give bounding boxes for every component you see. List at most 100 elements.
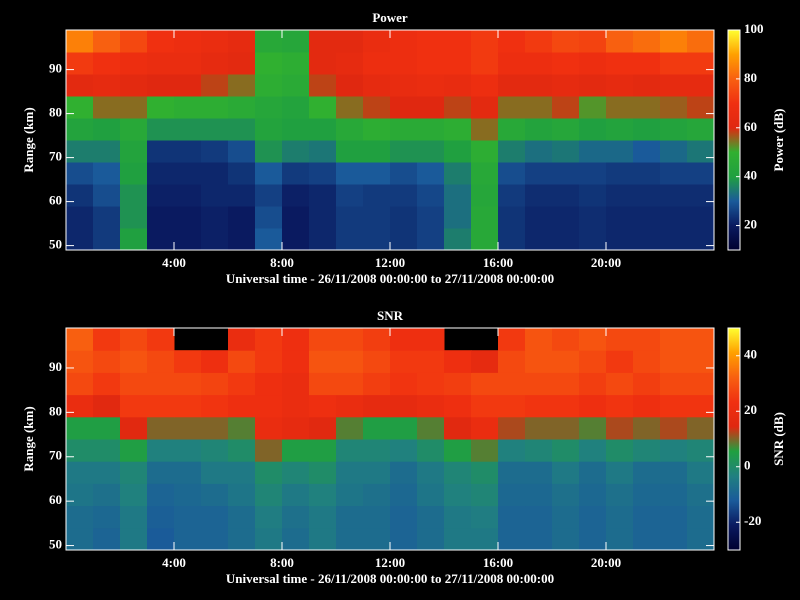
- colorbar: [727, 327, 741, 551]
- heatmap-cell: [147, 505, 175, 529]
- heatmap-cell: [363, 30, 391, 53]
- y-tick-label: 80: [49, 403, 62, 418]
- colorbar-tick-label: 20: [744, 402, 757, 417]
- heatmap-cell: [282, 74, 310, 97]
- heatmap-cell: [174, 162, 202, 185]
- heatmap-cell: [633, 74, 661, 97]
- heatmap-cell: [120, 228, 148, 251]
- heatmap-cell: [417, 96, 445, 119]
- heatmap-cell: [579, 328, 607, 351]
- heatmap-cell: [282, 184, 310, 207]
- heatmap-cell: [363, 206, 391, 229]
- heatmap-cell: [120, 206, 148, 229]
- heatmap-cell: [309, 505, 337, 529]
- heatmap-cell: [255, 372, 283, 396]
- heatmap-cell: [552, 350, 580, 373]
- y-tick-label: 90: [49, 61, 62, 76]
- heatmap-cell: [93, 372, 121, 396]
- heatmap-cell: [525, 184, 553, 207]
- y-tick-label: 70: [49, 149, 62, 164]
- heatmap-cell: [66, 206, 94, 229]
- colorbar-tick-label: 40: [744, 347, 757, 362]
- heatmap-cell: [525, 372, 553, 396]
- heatmap-cell: [282, 461, 310, 484]
- heatmap-cell: [228, 483, 256, 507]
- heatmap-cell: [660, 228, 688, 251]
- heatmap-cell: [552, 74, 580, 97]
- heatmap-cell: [336, 394, 364, 418]
- heatmap-cell: [687, 74, 715, 97]
- heatmap-cell: [606, 52, 634, 75]
- heatmap-cell: [498, 74, 526, 97]
- heatmap-cell: [552, 52, 580, 75]
- heatmap-cell: [606, 527, 634, 551]
- colorbar-tick-label: 100: [744, 21, 764, 36]
- heatmap-cell: [417, 118, 445, 141]
- heatmap-cell: [633, 483, 661, 507]
- heatmap-cell: [687, 96, 715, 119]
- heatmap-cell: [579, 394, 607, 418]
- heatmap-cell: [201, 505, 229, 529]
- heatmap-cell: [579, 30, 607, 53]
- heatmap-cell: [174, 416, 202, 440]
- heatmap-cell: [147, 328, 175, 351]
- heatmap-cell: [633, 372, 661, 396]
- heatmap-cell: [633, 206, 661, 229]
- heatmap-cell: [498, 52, 526, 75]
- heatmap-cell: [120, 118, 148, 141]
- heatmap-cell: [390, 350, 418, 373]
- heatmap-cell: [498, 206, 526, 229]
- heatmap-cell: [579, 505, 607, 529]
- heatmap-cell: [147, 461, 175, 484]
- heatmap-cell: [498, 461, 526, 484]
- heatmap-cell: [525, 52, 553, 75]
- colorbar-tick-label: 20: [744, 217, 757, 232]
- heatmap-cell: [120, 505, 148, 529]
- heatmap-cell: [390, 96, 418, 119]
- heatmap-cell: [660, 505, 688, 529]
- heatmap-cell: [120, 372, 148, 396]
- heatmap-cell: [417, 350, 445, 373]
- heatmap-cell: [552, 527, 580, 551]
- heatmap-cell: [201, 527, 229, 551]
- heatmap-cell: [282, 416, 310, 440]
- heatmap-cell: [390, 483, 418, 507]
- heatmap-cell: [417, 461, 445, 484]
- heatmap-cell: [174, 118, 202, 141]
- heatmap-cell: [390, 118, 418, 141]
- heatmap-cell: [228, 74, 256, 97]
- y-tick-label: 80: [49, 105, 62, 120]
- heatmap-cell: [390, 140, 418, 163]
- heatmap-cell: [93, 350, 121, 373]
- heatmap-cell: [228, 140, 256, 163]
- heatmap-cell: [390, 206, 418, 229]
- heatmap-cell: [309, 162, 337, 185]
- heatmap-cell: [390, 461, 418, 484]
- heatmap-cell: [93, 30, 121, 53]
- heatmap-cell: [606, 505, 634, 529]
- heatmap-cell: [390, 30, 418, 53]
- heatmap-cell: [363, 328, 391, 351]
- heatmap-cell: [201, 483, 229, 507]
- heatmap-cell: [552, 184, 580, 207]
- heatmap-cell: [309, 140, 337, 163]
- heatmap-cell: [93, 439, 121, 462]
- heatmap-cell: [255, 394, 283, 418]
- heatmap-cell: [147, 527, 175, 551]
- heatmap-cell: [93, 162, 121, 185]
- heatmap-cell: [228, 228, 256, 251]
- heatmap-cell: [417, 416, 445, 440]
- heatmap-cell: [471, 96, 499, 119]
- heatmap-cell: [579, 52, 607, 75]
- heatmap-cell: [174, 527, 202, 551]
- heatmap-cell: [525, 74, 553, 97]
- heatmap-cell: [309, 461, 337, 484]
- heatmap-cell: [174, 206, 202, 229]
- heatmap-cell: [255, 416, 283, 440]
- heatmap-cell: [606, 184, 634, 207]
- heatmap-cell: [66, 505, 94, 529]
- heatmap-cell: [282, 140, 310, 163]
- heatmap-cell: [471, 140, 499, 163]
- heatmap-cell: [201, 184, 229, 207]
- heatmap-cell: [687, 439, 715, 462]
